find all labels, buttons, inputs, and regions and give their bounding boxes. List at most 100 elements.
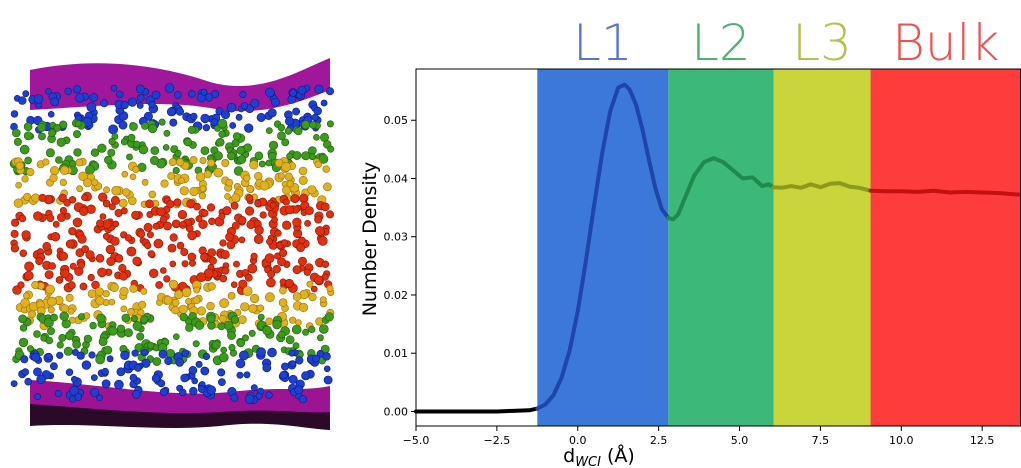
atom <box>200 146 210 155</box>
atom <box>131 210 140 220</box>
atom <box>314 84 324 94</box>
atom <box>15 161 25 171</box>
atom <box>135 84 145 94</box>
atom <box>124 234 132 242</box>
atom <box>238 236 246 244</box>
atom <box>163 129 171 137</box>
atom <box>221 266 230 275</box>
atom <box>203 170 212 179</box>
atom <box>158 118 166 126</box>
atom <box>167 172 176 180</box>
atom <box>204 93 214 102</box>
atom <box>108 137 116 146</box>
atom <box>313 106 322 116</box>
atom <box>38 193 47 202</box>
atom <box>110 236 120 246</box>
density-curve-segment-3 <box>771 181 873 193</box>
atom <box>219 239 227 247</box>
atom <box>242 286 253 296</box>
atom <box>48 262 57 270</box>
atom <box>49 166 60 176</box>
atom <box>270 97 280 107</box>
atom <box>266 238 273 245</box>
atom <box>144 242 152 250</box>
atom <box>13 198 24 208</box>
atom <box>128 196 137 206</box>
atom <box>163 295 173 305</box>
atom <box>101 379 111 389</box>
atom <box>179 388 187 397</box>
green-layer-atoms-bottom <box>12 311 334 366</box>
x-tick-label: 12.5 <box>970 434 995 447</box>
atom <box>72 85 82 94</box>
atom <box>314 160 322 169</box>
atom <box>233 260 240 268</box>
atom <box>31 280 40 289</box>
atom <box>323 365 331 373</box>
atom <box>206 301 215 311</box>
atom <box>217 322 226 331</box>
atom <box>132 321 143 331</box>
atom <box>149 268 159 278</box>
atom <box>231 139 240 148</box>
atom <box>279 370 288 380</box>
atom <box>89 93 99 102</box>
atom <box>13 137 22 146</box>
atom <box>322 165 330 173</box>
atom <box>21 368 29 376</box>
atom <box>50 232 61 242</box>
atom <box>159 215 168 224</box>
atom <box>89 321 97 330</box>
atom <box>85 165 95 175</box>
density-curve <box>414 82 1021 414</box>
atom <box>318 324 329 334</box>
atom <box>77 313 85 321</box>
atom <box>118 198 128 208</box>
atom <box>140 348 149 357</box>
atom <box>83 178 93 188</box>
atom <box>312 354 320 363</box>
atom <box>116 324 126 333</box>
atom <box>224 193 231 200</box>
atom <box>245 194 254 202</box>
atom <box>52 220 60 228</box>
region-label-l2: L2 <box>691 14 751 72</box>
atom <box>285 335 295 345</box>
atom <box>279 286 287 295</box>
atom <box>298 236 306 245</box>
atom <box>294 127 303 136</box>
atom <box>231 193 241 203</box>
atom <box>171 306 180 315</box>
atom <box>162 144 170 151</box>
density-curve-segment-2 <box>666 156 776 222</box>
atom <box>208 217 216 226</box>
atom <box>227 331 236 340</box>
atom <box>152 357 162 366</box>
atom <box>63 346 73 356</box>
atom <box>19 324 28 332</box>
atom <box>88 351 96 359</box>
atom <box>11 128 21 138</box>
atom <box>325 87 334 96</box>
atom <box>281 161 291 172</box>
bottom-interface-shadow <box>30 404 330 430</box>
atom <box>151 374 161 383</box>
atom <box>106 256 116 266</box>
atom <box>73 148 82 157</box>
atom <box>50 362 58 371</box>
atom <box>71 375 78 383</box>
atom <box>314 275 324 285</box>
atom <box>280 362 289 371</box>
atom <box>95 253 105 263</box>
atom <box>265 87 275 98</box>
atom <box>220 346 227 354</box>
atom <box>197 306 207 316</box>
atom <box>53 124 61 132</box>
atom <box>166 107 176 117</box>
atom <box>167 243 177 253</box>
atom <box>45 352 53 360</box>
atom <box>26 168 35 177</box>
atom <box>55 276 64 284</box>
atom <box>323 182 332 192</box>
atom <box>314 215 323 224</box>
